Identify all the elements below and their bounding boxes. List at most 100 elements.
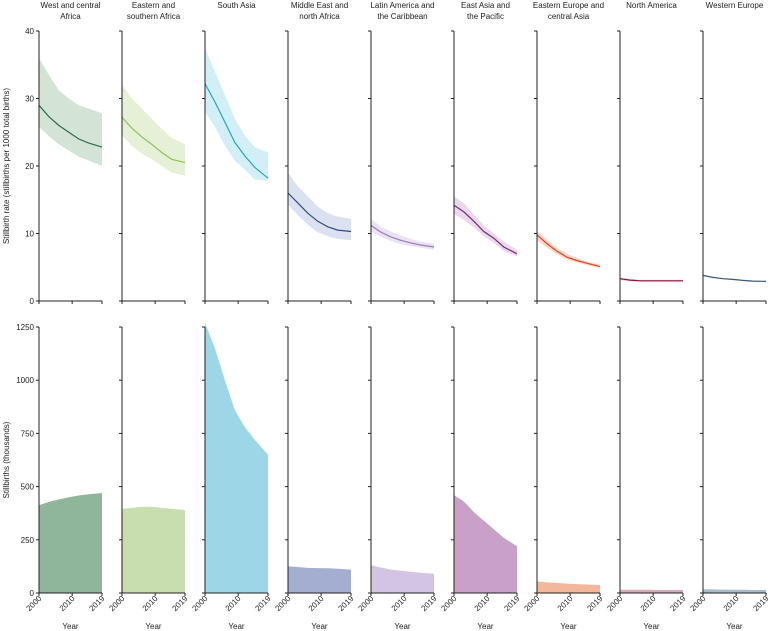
stillbirths-count-panel: Stillbirths (thousands) 0 250 500 750 1000 12… (2, 322, 771, 631)
rate-subplot-south-asia (202, 30, 269, 304)
rate-line-western-europe (702, 274, 767, 282)
rate-subplot-north-america (617, 30, 684, 304)
panel-titles: West and central Africa Eastern and souther… (41, 1, 764, 21)
rate-line-latin-america-and-the-caribbean (370, 224, 435, 248)
rate-subplot-eastern-europe-and-central-asia (534, 30, 601, 304)
x-tick-label: 2000 (356, 594, 375, 613)
x-tick-label: 2019 (419, 594, 438, 613)
x-axis-label: Year (477, 622, 494, 631)
x-tick-label: 2019 (253, 594, 272, 613)
x-tick-label: 2019 (751, 594, 770, 613)
stillbirths-area-east-asia-and-the-pacific (454, 495, 517, 593)
uncertainty-band-east-asia-and-the-pacific (454, 196, 517, 257)
x-tick-label: 2019 (170, 594, 189, 613)
stillbirths-area-north-america (620, 589, 683, 593)
panel-title-latin-america-and-the-caribbean: the Caribbean (377, 12, 427, 21)
x-tick-label: 2000 (605, 594, 624, 613)
top-y-tick-label: 10 (25, 230, 34, 239)
count-subplot-eastern-and-southern-africa: 2000 2010 2019 Year (107, 326, 190, 631)
stillbirths-area-latin-america-and-the-caribbean (371, 565, 434, 593)
count-subplot-latin-america-and-the-caribbean: 2000 2010 2019 Year (356, 326, 439, 631)
rate-line-middle-east-and-north-africa (287, 192, 352, 233)
bottom-y-axis-label: Stillbirths (thousands) (2, 421, 11, 498)
x-tick-label: 2010 (722, 594, 741, 613)
bottom-y-tick-label: 500 (21, 483, 35, 492)
panel-title-middle-east-and-north-africa: Middle East and (291, 1, 348, 10)
panel-title-east-asia-and-the-pacific: the Pacific (467, 12, 504, 21)
rate-line-eastern-europe-and-central-asia (536, 234, 601, 268)
panel-title-eastern-europe-and-central-asia: central Asia (548, 12, 590, 21)
uncertainty-band-middle-east-and-north-africa (288, 172, 351, 241)
x-tick-label: 2010 (141, 594, 160, 613)
x-tick-label: 2000 (190, 594, 209, 613)
count-subplot-west-and-central-africa: 2000 2010 2019 Year (24, 326, 107, 631)
panel-title-middle-east-and-north-africa: north Africa (299, 12, 340, 21)
top-y-tick-label: 20 (25, 162, 34, 171)
rate-line-eastern-and-southern-africa (121, 116, 186, 164)
uncertainty-band-south-asia (205, 47, 268, 181)
x-axis-label: Year (311, 622, 328, 631)
stillbirths-area-western-europe (703, 589, 766, 593)
x-tick-label: 2000 (107, 594, 126, 613)
rate-subplot-west-and-central-africa (36, 30, 103, 304)
rate-line-west-and-central-africa (38, 104, 103, 148)
panel-title-western-europe: Western Europe (706, 1, 764, 10)
stillbirths-area-eastern-and-southern-africa (122, 506, 185, 593)
x-axis-label: Year (726, 622, 743, 631)
x-tick-label: 2019 (336, 594, 355, 613)
panel-title-west-and-central-africa: West and central (41, 1, 101, 10)
panel-title-west-and-central-africa: Africa (60, 12, 81, 21)
count-subplot-south-asia: 2000 2010 2019 Year (190, 322, 273, 631)
stillbirths-area-west-and-central-africa (39, 493, 102, 593)
x-tick-label: 2010 (639, 594, 658, 613)
rate-subplot-latin-america-and-the-caribbean (368, 30, 435, 304)
panel-title-eastern-and-southern-africa: Eastern and (132, 1, 175, 10)
x-tick-label: 2010 (473, 594, 492, 613)
top-y-axis-label: Stillbirth rate (stillbirths per 1000 to… (2, 88, 11, 244)
count-subplot-east-asia-and-the-pacific: 2000 2010 2019 Year (439, 326, 522, 631)
panel-title-eastern-europe-and-central-asia: Eastern Europe and (533, 1, 604, 10)
count-subplot-eastern-europe-and-central-asia: 2000 2010 2019 Year (522, 326, 605, 631)
x-tick-label: 2019 (87, 594, 106, 613)
count-subplot-western-europe: 2000 2010 2019 Year (688, 326, 771, 631)
x-tick-label: 2019 (502, 594, 521, 613)
x-tick-label: 2000 (522, 594, 541, 613)
bottom-y-tick-label: 1250 (16, 323, 34, 332)
count-subplot-middle-east-and-north-africa: 2000 2010 2019 Year (273, 326, 356, 631)
x-axis-label: Year (394, 622, 411, 631)
top-y-tick-label: 0 (30, 297, 35, 306)
stillbirths-area-south-asia (205, 322, 268, 593)
bottom-y-tick-label: 750 (21, 429, 35, 438)
x-tick-label: 2010 (58, 594, 77, 613)
rate-subplot-western-europe (700, 30, 767, 304)
x-tick-label: 2000 (273, 594, 292, 613)
uncertainty-band-eastern-and-southern-africa (122, 85, 185, 176)
bottom-y-tick-label: 1000 (16, 376, 34, 385)
rate-subplot-east-asia-and-the-pacific (451, 30, 518, 304)
x-axis-label: Year (62, 622, 79, 631)
panel-title-east-asia-and-the-pacific: East Asia and (461, 1, 510, 10)
panel-title-latin-america-and-the-caribbean: Latin America and (370, 1, 434, 10)
panel-title-eastern-and-southern-africa: southern Africa (127, 12, 181, 21)
bottom-y-tick-label: 250 (21, 536, 35, 545)
uncertainty-band-western-europe (703, 274, 766, 283)
rate-subplot-middle-east-and-north-africa (285, 30, 352, 304)
top-y-tick-label: 40 (25, 27, 34, 36)
rate-line-east-asia-and-the-pacific (453, 204, 518, 255)
x-tick-label: 2010 (307, 594, 326, 613)
stillbirths-area-eastern-europe-and-central-asia (537, 581, 600, 593)
x-tick-label: 2000 (439, 594, 458, 613)
x-tick-label: 2010 (224, 594, 243, 613)
x-tick-label: 2000 (24, 594, 43, 613)
x-tick-label: 2019 (585, 594, 604, 613)
x-axis-label: Year (228, 622, 245, 631)
stillbirth-rate-panel: Stillbirth rate (stillbirths per 1000 to… (2, 27, 767, 306)
panel-title-north-america: North America (626, 1, 677, 10)
x-tick-label: 2010 (390, 594, 409, 613)
rate-line-south-asia (204, 83, 269, 179)
x-axis-label: Year (145, 622, 162, 631)
uncertainty-band-latin-america-and-the-caribbean (371, 218, 434, 250)
x-axis-label: Year (560, 622, 577, 631)
x-tick-label: 2000 (688, 594, 707, 613)
